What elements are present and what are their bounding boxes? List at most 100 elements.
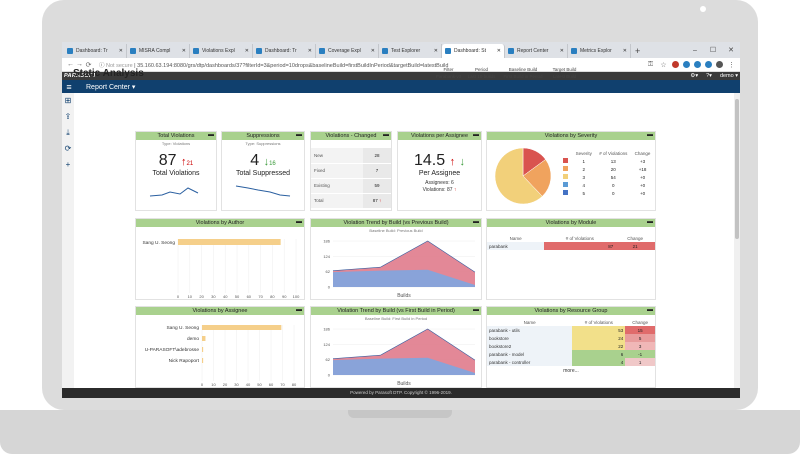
trend-previous-build-widget[interactable]: Violation Trend by Build (vs Previous Bu…: [310, 218, 482, 300]
table-row[interactable]: parabank - model 6 -1: [487, 350, 655, 358]
violations-per-assignee-widget[interactable]: Violations per Assignee ▬ 14.5 ↑ ↓ Per As…: [397, 131, 482, 211]
back-icon[interactable]: ←: [67, 61, 74, 68]
star-icon[interactable]: ☆: [660, 61, 667, 69]
violations-by-author-widget[interactable]: Violations by Author ▬ 0 10 20 30 40 50 60 70 80 9…: [135, 218, 305, 300]
filter-label: Target Build: [552, 67, 577, 72]
total-violations-widget[interactable]: Total Violations ▬ Type: Violations 87 ↑2…: [135, 131, 217, 211]
plus-icon[interactable]: +: [65, 160, 71, 169]
table-row[interactable]: parabank 87 21: [487, 242, 655, 250]
url-field[interactable]: ⓘ Not secure | 35.160.63.194:8080/grs/dt…: [99, 62, 449, 69]
refresh-icon[interactable]: ⟳: [64, 144, 72, 153]
more-link[interactable]: more...: [563, 368, 579, 374]
x-tick-label: 20: [223, 382, 228, 387]
table-row[interactable]: parabank - controller 4 1: [487, 358, 655, 366]
key-icon[interactable]: ⚿: [647, 60, 654, 68]
tab-close-icon[interactable]: ✕: [559, 48, 564, 54]
pie-slice-severity-2[interactable]: [522, 159, 552, 197]
settings-gear-icon[interactable]: ⚙▾: [690, 73, 699, 79]
user-menu[interactable]: demo ▾: [719, 73, 738, 79]
table-row[interactable]: 4 0 +0: [561, 181, 653, 189]
area-series-existing[interactable]: [333, 269, 475, 287]
widget-menu-icon[interactable]: ▬: [383, 132, 389, 138]
violations-by-module-widget[interactable]: Violations by Module ▬ Name # of Violation…: [486, 218, 656, 300]
tab-close-icon[interactable]: ✕: [307, 48, 312, 54]
share-icon[interactable]: ⇪: [64, 112, 72, 121]
widget-menu-icon[interactable]: ▬: [647, 307, 653, 313]
violations-by-assignee-widget[interactable]: Violations by Assignee ▬ 0 10 20 30 40 50 60 70 8…: [135, 306, 305, 388]
filter-3[interactable]: Target Build Latest Build: [548, 66, 581, 80]
tab-close-icon[interactable]: ✕: [244, 48, 249, 54]
browser-tab[interactable]: Test Explorer ✕: [379, 44, 442, 58]
dashboard-filters: Filter Parabank-v3 Period Last 10 builds Bas…: [432, 66, 581, 80]
suppressions-widget[interactable]: Suppressions ▬ Type: Suppressions 4 ↓16 T…: [221, 131, 305, 211]
profile-avatar-icon[interactable]: [716, 61, 723, 68]
table-row[interactable]: bookstore2 22 3: [487, 342, 655, 350]
widget-menu-icon[interactable]: ▬: [647, 219, 653, 225]
widget-menu-icon[interactable]: ▬: [647, 132, 653, 138]
widget-menu-icon[interactable]: ▬: [473, 132, 479, 138]
reload-icon[interactable]: ⟳: [85, 61, 92, 69]
vertical-scrollbar[interactable]: [734, 93, 740, 388]
pie-slice-severity-3[interactable]: [494, 147, 543, 205]
forward-icon[interactable]: →: [76, 61, 83, 68]
filter-2[interactable]: Baseline Build First Build in Period: [498, 66, 548, 80]
widget-menu-icon[interactable]: ▬: [473, 307, 479, 313]
table-row[interactable]: bookstore 24 5: [487, 334, 655, 342]
trend-first-build-widget[interactable]: Violation Trend by Build (vs First Build…: [310, 306, 482, 388]
bar[interactable]: [178, 239, 281, 245]
arrow-up-icon: ↑: [453, 187, 457, 193]
filter-1[interactable]: Period Last 10 builds: [465, 66, 498, 80]
widget-menu-icon[interactable]: ▬: [296, 132, 302, 138]
report-center-dropdown[interactable]: Report Center ▾: [86, 83, 136, 91]
browser-tab[interactable]: Coverage Expl ✕: [316, 44, 379, 58]
help-icon[interactable]: ?▾: [706, 73, 712, 79]
browser-tab[interactable]: Dashboard: St ✕: [442, 44, 505, 58]
extension-icon-blue-3[interactable]: [705, 61, 712, 68]
table-row[interactable]: 2 20 +18: [561, 165, 653, 173]
violations-changed-table: New 28 Fixed 7 Existing 59 Total 87 ↑: [311, 148, 391, 209]
x-tick-label: 50: [235, 294, 240, 299]
hamburger-menu-icon[interactable]: ≡: [66, 81, 72, 92]
extension-icon-blue[interactable]: [683, 61, 690, 68]
browser-tab[interactable]: MISRA Compl ✕: [127, 44, 190, 58]
area-series-existing[interactable]: [333, 357, 475, 375]
widget-menu-icon[interactable]: ▬: [296, 307, 302, 313]
extension-icon-red[interactable]: [672, 61, 679, 68]
browser-tab[interactable]: Violations Expl ✕: [190, 44, 253, 58]
table-row[interactable]: 3 54 +0: [561, 173, 653, 181]
violations-changed-widget[interactable]: Violations - Changed ▬ New 28 Fixed 7 Existin…: [310, 131, 392, 211]
bar[interactable]: [202, 358, 204, 363]
bar[interactable]: [202, 336, 206, 341]
new-tab-button[interactable]: +: [635, 46, 641, 56]
table-row[interactable]: 5 0 +0: [561, 189, 653, 197]
tab-close-icon[interactable]: ✕: [622, 48, 627, 54]
browser-menu-icon[interactable]: ⋮: [728, 61, 735, 69]
violations-by-severity-widget[interactable]: Violations by Severity ▬ Severity # of Vio…: [486, 131, 656, 211]
filter-0[interactable]: Filter Parabank-v3: [432, 66, 465, 80]
tab-close-icon[interactable]: ✕: [118, 48, 123, 54]
tab-close-icon[interactable]: ✕: [181, 48, 186, 54]
scrollbar-thumb[interactable]: [735, 99, 739, 239]
table-row[interactable]: 1 13 +3: [561, 157, 653, 165]
widget-menu-icon[interactable]: ▬: [208, 132, 214, 138]
download-icon[interactable]: ⤓: [66, 128, 70, 137]
browser-tab[interactable]: Dashboard: Tr ✕: [64, 44, 127, 58]
widget-menu-icon[interactable]: ▬: [296, 219, 302, 225]
add-widget-icon[interactable]: ⊞: [64, 96, 72, 105]
bar[interactable]: [202, 347, 204, 352]
table-row[interactable]: parabank - utils 53 15: [487, 326, 655, 334]
browser-tab[interactable]: Dashboard: Tr ✕: [253, 44, 316, 58]
tab-close-icon[interactable]: ✕: [496, 48, 501, 54]
widget-menu-icon[interactable]: ▬: [473, 219, 479, 225]
browser-tab[interactable]: Metrics Explor ✕: [568, 44, 631, 58]
tab-close-icon[interactable]: ✕: [433, 48, 438, 54]
tab-close-icon[interactable]: ✕: [370, 48, 375, 54]
close-window-icon[interactable]: ✕: [728, 47, 734, 54]
laptop-notch: [348, 410, 452, 418]
violations-by-resource-group-widget[interactable]: Violations by Resource Group ▬ Name # of V…: [486, 306, 656, 388]
extension-icon-blue-2[interactable]: [694, 61, 701, 68]
bar[interactable]: [202, 325, 282, 330]
browser-tab[interactable]: Report Center ✕: [505, 44, 568, 58]
maximize-icon[interactable]: ☐: [709, 47, 717, 54]
minimize-icon[interactable]: –: [693, 47, 697, 54]
